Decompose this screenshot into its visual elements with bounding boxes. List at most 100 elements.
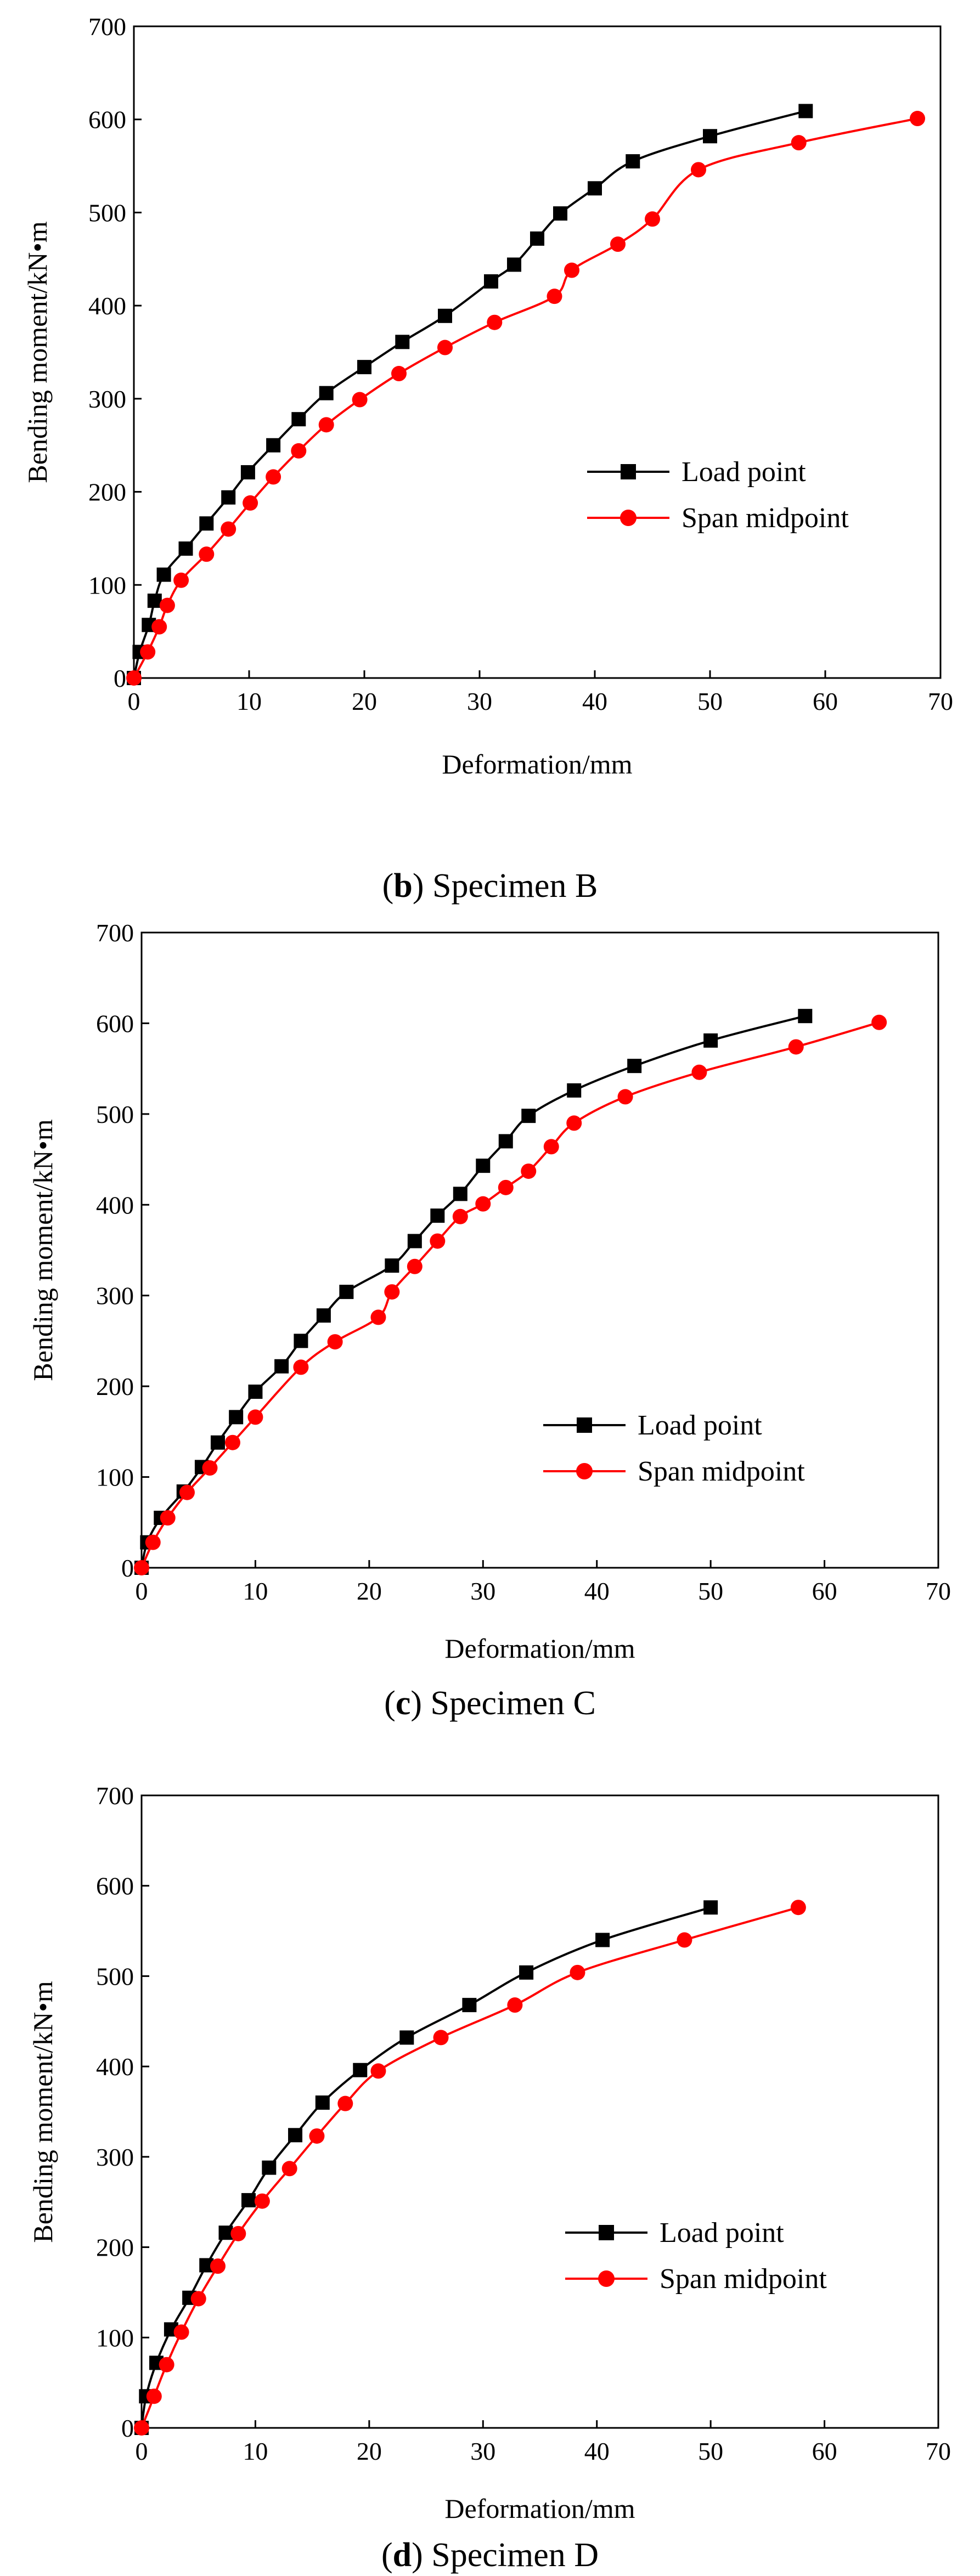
data-point-load-point (240, 465, 255, 479)
legend-marker-circle (620, 510, 637, 526)
data-point-span-midpoint (318, 417, 334, 433)
x-axis-label: Deformation/mm (444, 2493, 635, 2524)
data-point-span-midpoint (788, 1039, 804, 1055)
y-tick-label: 700 (96, 919, 134, 947)
panel-caption: (c) Specimen C (384, 1685, 596, 1722)
data-point-load-point (476, 1159, 491, 1173)
data-point-span-midpoint (159, 597, 175, 613)
x-tick-label: 20 (357, 1577, 382, 1605)
data-point-load-point (315, 2095, 330, 2110)
caption-letter: b (393, 867, 412, 905)
x-tick-label: 20 (352, 687, 377, 715)
data-point-span-midpoint (370, 1309, 386, 1325)
data-point-span-midpoint (173, 572, 189, 588)
data-point-span-midpoint (179, 1484, 195, 1500)
y-tick-label: 600 (88, 106, 126, 134)
data-point-span-midpoint (134, 1560, 149, 1575)
data-point-span-midpoint (475, 1196, 491, 1212)
legend-label-load-point: Load point (660, 2217, 784, 2249)
data-point-load-point (798, 104, 813, 118)
data-point-span-midpoint (210, 2258, 226, 2274)
data-point-span-midpoint (566, 1115, 582, 1131)
data-point-span-midpoint (691, 1064, 707, 1080)
data-point-span-midpoint (391, 366, 407, 382)
data-point-load-point (316, 1308, 331, 1323)
data-point-span-midpoint (507, 1997, 523, 2013)
data-point-load-point (438, 308, 452, 323)
data-point-span-midpoint (370, 2063, 386, 2079)
x-tick-label: 50 (698, 2437, 723, 2465)
data-point-load-point (274, 1359, 289, 1374)
legend-label-span-midpoint: Span midpoint (638, 1456, 805, 1487)
data-point-load-point (395, 335, 410, 349)
data-point-load-point (241, 2193, 256, 2207)
data-point-span-midpoint (145, 1534, 161, 1550)
data-point-span-midpoint (140, 644, 156, 660)
caption-text: ) Specimen B (413, 867, 598, 905)
data-point-span-midpoint (266, 469, 281, 485)
x-tick-label: 20 (357, 2437, 382, 2465)
caption-text: ) Specimen C (410, 1685, 596, 1722)
y-tick-label: 400 (96, 1191, 134, 1219)
data-point-load-point (507, 257, 521, 272)
data-point-load-point (703, 1033, 718, 1048)
y-tick-label: 700 (96, 1782, 134, 1810)
y-tick-label: 600 (96, 1872, 134, 1900)
data-point-span-midpoint (791, 135, 807, 151)
data-point-span-midpoint (871, 1014, 887, 1030)
y-tick-label: 0 (121, 1554, 134, 1582)
data-point-span-midpoint (190, 2291, 206, 2307)
y-axis-label: Bending moment/kN•m (27, 1119, 58, 1381)
data-point-load-point (353, 2063, 368, 2077)
legend-marker-circle (576, 1463, 593, 1479)
data-point-load-point (567, 1083, 582, 1098)
y-axis-label: Bending moment/kN•m (22, 221, 53, 483)
data-point-span-midpoint (293, 1359, 309, 1375)
data-point-load-point (798, 1009, 813, 1024)
x-tick-label: 0 (128, 687, 140, 715)
series-line-span-midpoint (133, 117, 918, 679)
data-point-load-point (521, 1109, 536, 1123)
x-tick-label: 10 (236, 687, 262, 715)
data-point-load-point (553, 206, 567, 221)
data-point-span-midpoint (146, 2388, 162, 2404)
data-point-span-midpoint (134, 2420, 149, 2436)
x-tick-label: 70 (926, 2437, 951, 2465)
x-tick-label: 60 (812, 2437, 837, 2465)
data-point-load-point (407, 1234, 422, 1249)
series-layer (134, 1009, 887, 1575)
x-tick-label: 40 (584, 1577, 610, 1605)
y-tick-label: 500 (96, 1962, 134, 1990)
data-point-span-midpoint (309, 2128, 325, 2144)
data-point-load-point (399, 2030, 414, 2045)
x-tick-label: 50 (698, 1577, 723, 1605)
x-tick-label: 40 (582, 687, 607, 715)
data-point-span-midpoint (281, 2161, 297, 2177)
data-point-span-midpoint (230, 2225, 246, 2241)
data-point-load-point (294, 1334, 308, 1348)
data-point-load-point (248, 1385, 263, 1399)
data-point-load-point (262, 2160, 277, 2175)
data-point-load-point (588, 181, 602, 196)
data-point-span-midpoint (910, 111, 925, 127)
data-point-load-point (484, 274, 498, 289)
data-point-load-point (218, 2225, 233, 2240)
legend-label-span-midpoint: Span midpoint (660, 2263, 827, 2295)
series-line-span-midpoint (140, 1906, 799, 2428)
y-tick-label: 200 (96, 1372, 134, 1400)
y-tick-label: 0 (121, 2414, 134, 2442)
data-point-load-point (339, 1285, 354, 1300)
x-tick-label: 10 (243, 2437, 268, 2465)
data-point-load-point (199, 516, 214, 531)
x-tick-label: 0 (136, 1577, 148, 1605)
y-tick-label: 300 (96, 1282, 134, 1310)
data-point-span-midpoint (327, 1334, 343, 1350)
caption-open: ( (382, 867, 394, 905)
y-axis-label: Bending moment/kN•m (27, 1981, 58, 2242)
data-point-load-point (498, 1134, 513, 1149)
y-tick-label: 100 (96, 1464, 134, 1492)
data-point-span-midpoint (407, 1258, 423, 1274)
